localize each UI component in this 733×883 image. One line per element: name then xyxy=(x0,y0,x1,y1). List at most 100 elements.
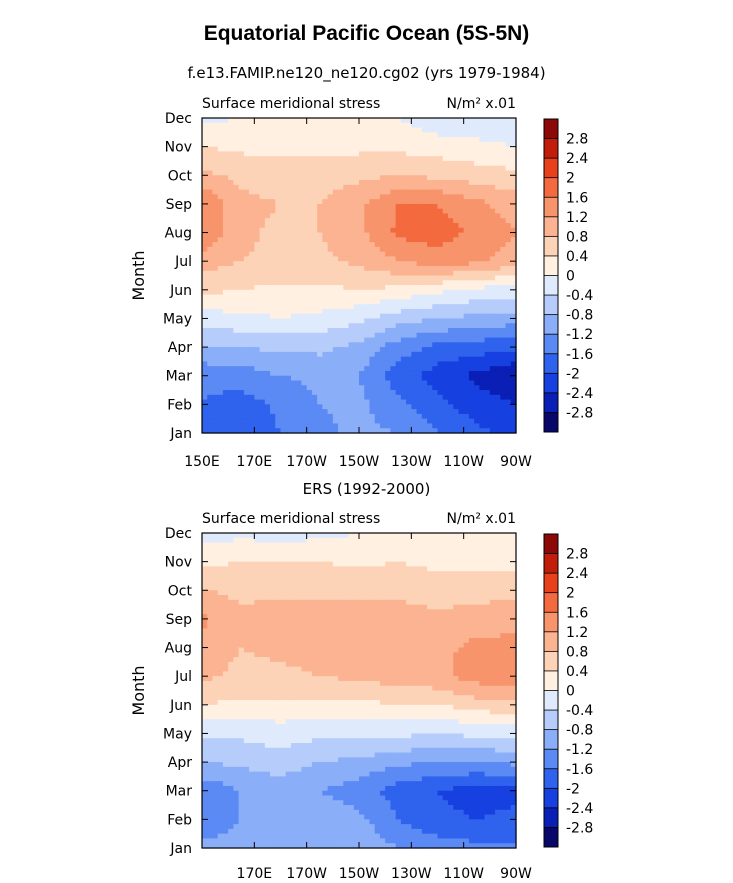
colorbar-label: -2.4 xyxy=(566,386,593,402)
contour-cell xyxy=(437,413,444,420)
contour-cell xyxy=(416,552,423,558)
contour-cell xyxy=(427,351,433,358)
contour-cell xyxy=(212,237,219,243)
contour-cell xyxy=(385,342,391,348)
contour-cell xyxy=(500,218,507,224)
contour-cell xyxy=(479,289,486,296)
contour-cell xyxy=(270,194,276,200)
contour-cell xyxy=(421,313,428,320)
contour-cell xyxy=(311,337,318,343)
contour-cell xyxy=(505,180,512,186)
contour-cell xyxy=(474,590,480,596)
contour-cell xyxy=(280,218,287,224)
contour-cell xyxy=(369,242,376,248)
contour-cell xyxy=(306,580,313,587)
contour-cell xyxy=(505,342,512,348)
contour-cell xyxy=(296,537,303,544)
contour-cell xyxy=(411,323,418,329)
contour-cell xyxy=(317,351,323,358)
contour-cell xyxy=(453,323,460,329)
contour-cell xyxy=(406,328,412,334)
contour-cell xyxy=(400,337,407,343)
contour-cell xyxy=(301,137,308,143)
contour-cell xyxy=(385,118,391,124)
contour-cell xyxy=(233,380,240,386)
contour-cell xyxy=(406,251,412,258)
contour-cell xyxy=(301,280,308,286)
contour-cell xyxy=(238,160,245,167)
contour-cell xyxy=(222,289,229,296)
contour-cell xyxy=(343,542,350,548)
contour-cell xyxy=(447,542,454,548)
contour-cell xyxy=(222,313,229,320)
contour-cell xyxy=(202,280,208,286)
contour-cell xyxy=(421,328,428,334)
contour-cell xyxy=(338,533,344,539)
contour-cell xyxy=(285,223,292,229)
contour-cell xyxy=(427,323,433,329)
contour-cell xyxy=(411,299,418,305)
contour-cell xyxy=(353,409,360,415)
contour-cell xyxy=(385,270,391,277)
contour-cell xyxy=(432,561,439,568)
contour-cell xyxy=(500,361,507,367)
contour-cell xyxy=(222,604,229,610)
contour-cell xyxy=(379,409,386,415)
contour-cell xyxy=(484,141,491,148)
contour-cell xyxy=(416,246,423,253)
contour-cell xyxy=(369,318,376,324)
contour-cell xyxy=(474,208,480,215)
contour-cell xyxy=(207,337,214,343)
contour-cell xyxy=(249,385,255,391)
contour-cell xyxy=(505,127,512,133)
contour-cell xyxy=(364,556,371,563)
contour-cell xyxy=(259,580,266,587)
contour-cell xyxy=(437,146,444,153)
contour-cell xyxy=(280,299,287,305)
x-tick-label: 150E xyxy=(184,454,220,470)
contour-cell xyxy=(364,289,371,296)
contour-cell xyxy=(306,156,313,162)
contour-cell xyxy=(322,390,329,396)
contour-cell xyxy=(453,246,460,253)
contour-cell xyxy=(353,280,360,286)
contour-cell xyxy=(306,199,313,205)
contour-cell xyxy=(390,218,397,224)
contour-cell xyxy=(416,575,423,582)
contour-cell xyxy=(463,418,470,425)
contour-cell xyxy=(301,413,308,420)
contour-cell xyxy=(332,537,339,544)
contour-cell xyxy=(500,294,507,300)
contour-cell xyxy=(290,141,297,148)
contour-cell xyxy=(510,585,517,591)
contour-cell xyxy=(264,256,271,262)
contour-cell xyxy=(317,394,323,401)
contour-cell xyxy=(207,552,214,558)
contour-cell xyxy=(207,328,214,334)
contour-cell xyxy=(306,394,313,401)
contour-cell xyxy=(406,347,412,353)
contour-cell xyxy=(353,294,360,300)
contour-cell xyxy=(474,533,480,539)
contour-cell xyxy=(249,184,255,191)
contour-cell xyxy=(254,122,261,129)
contour-cell xyxy=(447,137,454,143)
contour-cell xyxy=(406,404,412,410)
contour-cell xyxy=(343,289,350,296)
contour-cell xyxy=(364,203,371,210)
contour-cell xyxy=(296,332,303,339)
contour-cell xyxy=(207,399,214,405)
contour-cell xyxy=(359,385,365,391)
contour-cell xyxy=(411,146,418,153)
contour-cell xyxy=(406,409,412,415)
contour-cell xyxy=(400,394,407,401)
contour-cell xyxy=(332,413,339,420)
contour-cell xyxy=(495,375,501,382)
contour-cell xyxy=(228,256,234,262)
contour-cell xyxy=(416,585,423,591)
contour-cell xyxy=(447,170,454,176)
contour-cell xyxy=(285,199,292,205)
contour-cell xyxy=(238,118,245,124)
contour-cell xyxy=(411,542,418,548)
contour-cell xyxy=(238,394,245,401)
